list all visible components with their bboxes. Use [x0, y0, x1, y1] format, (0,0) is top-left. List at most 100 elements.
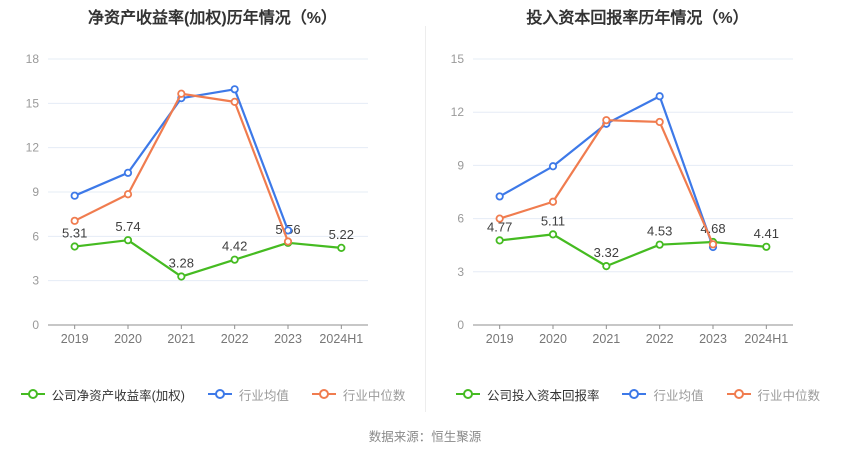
- series-line: [74, 92, 290, 242]
- y-axis-tick-label: 15: [451, 52, 465, 66]
- series-1: [70, 85, 293, 235]
- data-point: [495, 192, 504, 201]
- data-point-label: 4.77: [487, 219, 512, 234]
- legend-line-marker-icon: [455, 389, 480, 399]
- data-point: [548, 230, 558, 239]
- data-point: [123, 236, 133, 245]
- data-point: [123, 190, 133, 199]
- series-line: [74, 239, 342, 278]
- data-point: [548, 197, 558, 206]
- data-point: [602, 116, 611, 125]
- legend-label: 行业均值: [238, 388, 289, 403]
- data-point: [655, 240, 664, 249]
- legend-item-2[interactable]: 行业中位数: [726, 385, 821, 404]
- roe-legend: 公司净资产收益率(加权) 行业均值 行业中位数: [0, 385, 425, 404]
- data-point-label: 3.28: [169, 256, 194, 271]
- data-point-label: 5.31: [62, 226, 87, 241]
- legend-line-marker-icon: [20, 389, 45, 399]
- data-point: [123, 168, 133, 177]
- data-source-note: 数据来源：恒生聚源: [368, 430, 482, 444]
- x-axis-category-label: 2022: [221, 332, 249, 346]
- data-point: [230, 85, 239, 94]
- x-axis-category-label: 2020: [114, 332, 142, 346]
- y-axis-tick-label: 9: [457, 158, 464, 172]
- y-axis-tick-label: 3: [32, 274, 39, 288]
- data-point: [177, 272, 186, 281]
- legend-line-marker-icon: [726, 389, 751, 399]
- data-point-label: 5.74: [115, 219, 140, 234]
- y-axis-tick-label: 12: [451, 105, 465, 119]
- y-axis-tick-label: 6: [457, 212, 464, 226]
- legend-item-1[interactable]: 行业均值: [621, 385, 704, 404]
- series-line: [499, 233, 767, 268]
- series-0: 5.315.743.284.425.565.22: [62, 219, 354, 281]
- series-2: [495, 116, 718, 249]
- data-point: [655, 117, 664, 127]
- roic-legend: 公司投入资本回报率 行业均值 行业中位数: [425, 385, 850, 404]
- series-2: [70, 89, 293, 246]
- data-point: [708, 240, 718, 249]
- x-axis-category-label: 2019: [61, 332, 89, 346]
- roe-line-chart: 0 3 6 9 12 15 18 2019 2020 2021 2022 2023 2024H1 5.31…: [26, 52, 368, 346]
- data-point: [283, 237, 293, 246]
- legend-item-2[interactable]: 行业中位数: [311, 385, 406, 404]
- data-point-label: 5.22: [329, 227, 354, 242]
- data-point: [70, 191, 79, 200]
- legend-line-marker-icon: [622, 389, 647, 399]
- legend-line-marker-icon: [207, 389, 232, 399]
- legend-label: 行业均值: [653, 388, 704, 403]
- legend-item-0[interactable]: 公司投入资本回报率: [455, 385, 600, 404]
- legend-item-1[interactable]: 行业均值: [207, 385, 289, 404]
- x-axis-category-label: 2021: [592, 332, 620, 346]
- data-point-label: 4.41: [754, 226, 779, 241]
- legend-item-0[interactable]: 公司净资产收益率(加权): [20, 385, 185, 404]
- data-point: [337, 243, 346, 252]
- y-axis-tick-label: 15: [26, 96, 40, 110]
- data-point: [70, 242, 79, 251]
- x-axis-category-label: 2024H1: [319, 332, 363, 346]
- legend-label: 行业中位数: [342, 388, 406, 403]
- data-point: [762, 242, 771, 251]
- roic-line-chart: 0 3 6 9 12 15 2019 2020 2021 2022 2023 2024H1 4.77 5.…: [451, 52, 793, 346]
- data-point-label: 4.53: [647, 224, 672, 239]
- legend-line-marker-icon: [311, 389, 336, 399]
- data-point: [70, 216, 79, 225]
- roic-chart-panel: 投入资本回报率历年情况（%） 0 3 6 9 12 15 2019 2020 2021 2022 2…: [425, 0, 850, 404]
- y-axis-tick-label: 0: [457, 318, 464, 332]
- y-axis-tick-label: 9: [32, 185, 39, 199]
- y-axis-tick-label: 6: [32, 229, 39, 243]
- data-point: [230, 255, 239, 264]
- roe-chart-panel: 净资产收益率(加权)历年情况（%） 0 3 6 9 12 15 18 2019 2020 2021…: [0, 0, 425, 404]
- y-axis-tick-label: 18: [26, 52, 40, 66]
- x-axis-category-label: 2021: [167, 332, 195, 346]
- y-axis-tick-label: 0: [32, 318, 39, 332]
- y-axis-tick-label: 3: [457, 265, 464, 279]
- y-axis-tick-label: 12: [26, 141, 40, 155]
- x-axis-category-label: 2022: [646, 332, 674, 346]
- data-point: [602, 262, 611, 271]
- data-point: [548, 162, 558, 171]
- x-axis-category-label: 2023: [274, 332, 302, 346]
- roe-chart-title: 净资产收益率(加权)历年情况（%）: [88, 10, 337, 27]
- legend-label: 公司净资产收益率(加权): [51, 388, 185, 403]
- series-line: [499, 119, 715, 245]
- roic-chart-title: 投入资本回报率历年情况（%）: [526, 10, 749, 27]
- x-axis-category-label: 2024H1: [744, 332, 788, 346]
- data-point-label: 5.11: [541, 213, 565, 228]
- data-point: [177, 89, 186, 98]
- legend-label: 公司投入资本回报率: [486, 388, 600, 403]
- x-axis-category-label: 2019: [486, 332, 514, 346]
- data-point: [495, 214, 504, 223]
- legend-label: 行业中位数: [757, 388, 821, 403]
- x-axis-category-label: 2023: [699, 332, 727, 346]
- data-point: [655, 92, 664, 101]
- panel-divider: [425, 26, 426, 412]
- x-axis-category-label: 2020: [539, 332, 567, 346]
- data-point-label: 3.32: [594, 245, 619, 260]
- data-point-label: 4.42: [222, 239, 247, 254]
- data-point: [495, 236, 504, 245]
- series-0: 4.77 5.113.324.53 4.68 4.41: [487, 213, 779, 271]
- charts-row: 净资产收益率(加权)历年情况（%） 0 3 6 9 12 15 18 2019 2020 2021…: [0, 0, 850, 404]
- data-point: [230, 97, 239, 106]
